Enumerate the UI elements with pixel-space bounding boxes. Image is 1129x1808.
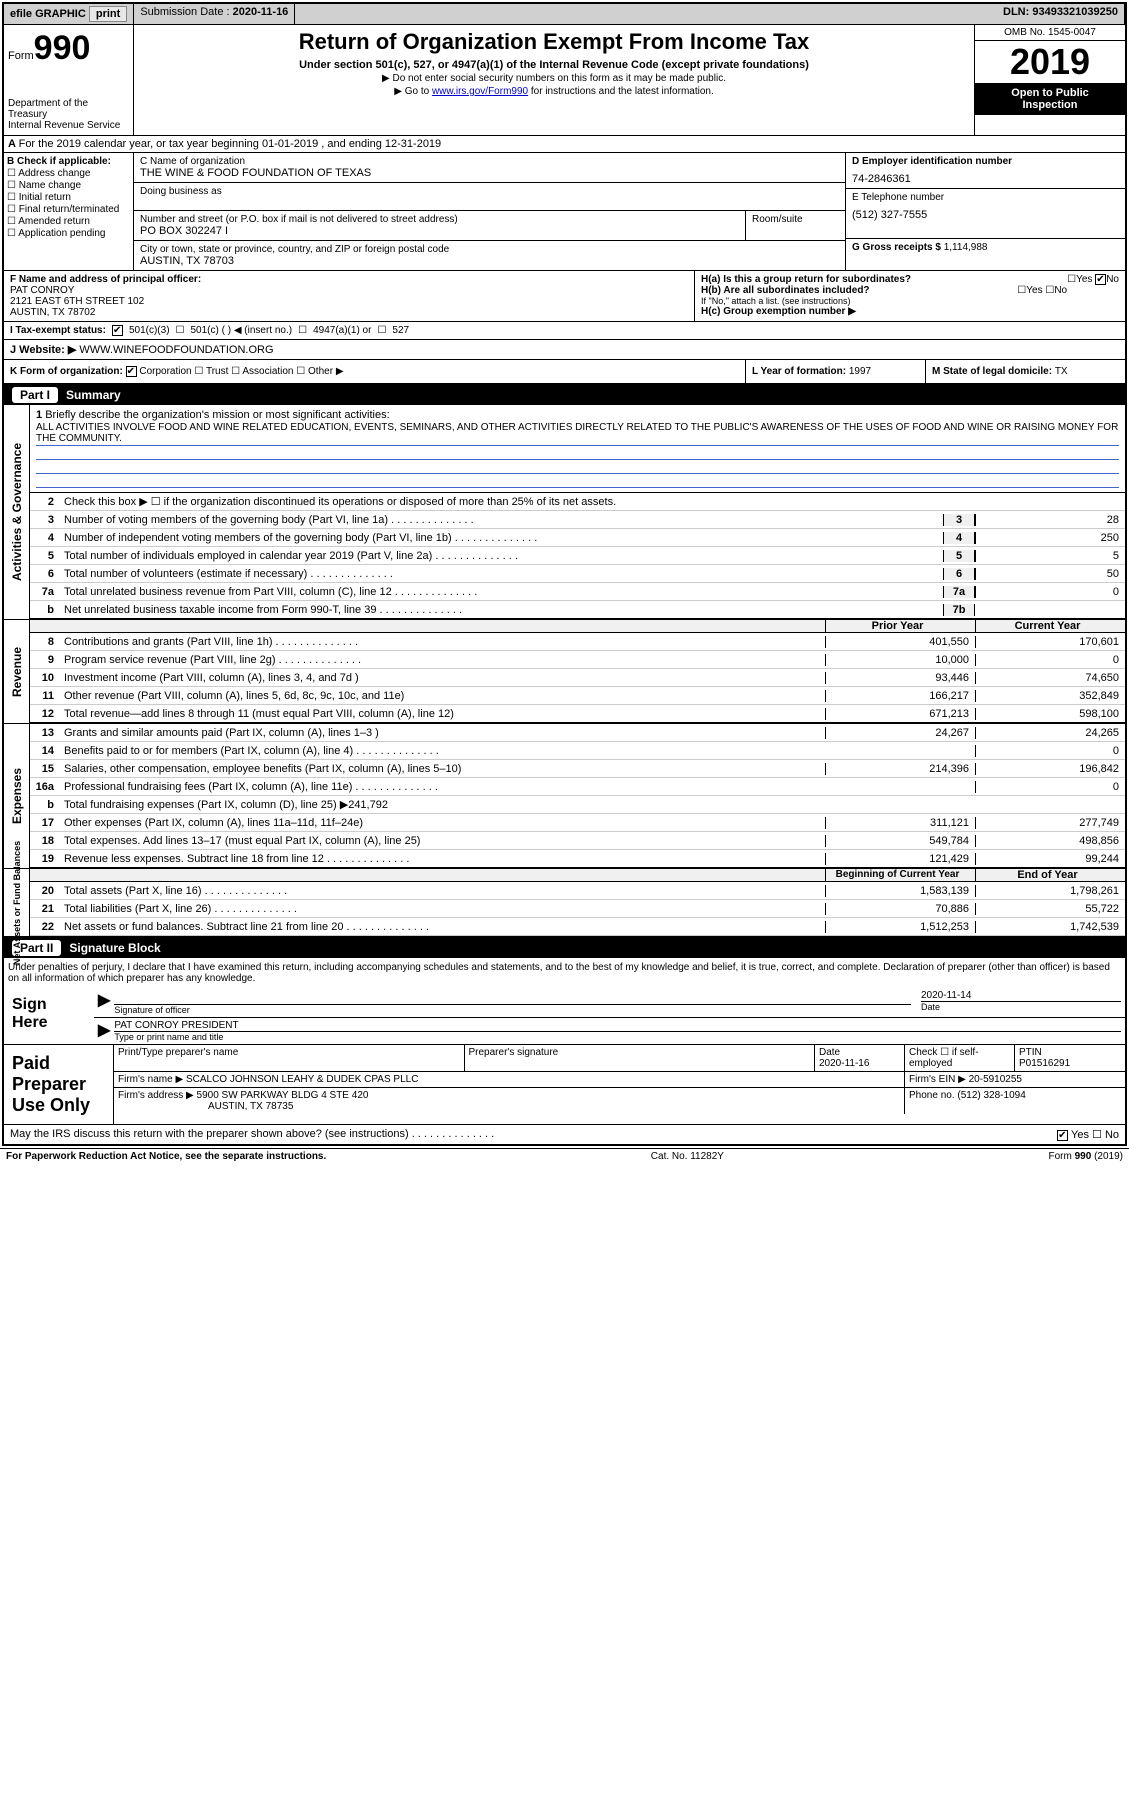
ein-value: 74-2846361 <box>852 173 1119 185</box>
col-b: B Check if applicable: ☐ Address change … <box>4 153 134 270</box>
gross-receipts: 1,114,988 <box>944 242 988 253</box>
phone-value: (512) 327-7555 <box>852 209 1119 221</box>
section-a: A For the 2019 calendar year, or tax yea… <box>4 136 1125 153</box>
chk-name[interactable]: ☐ Name change <box>7 180 130 191</box>
section-netassets: Net Assets or Fund Balances Beginning of… <box>4 869 1125 938</box>
chk-pending[interactable]: ☐ Application pending <box>7 228 130 239</box>
chk-initial[interactable]: ☐ Initial return <box>7 192 130 203</box>
header-mid: Return of Organization Exempt From Incom… <box>134 25 975 135</box>
footer: For Paperwork Reduction Act Notice, see … <box>0 1148 1129 1164</box>
inspection-label: Open to PublicInspection <box>975 83 1125 115</box>
form-title: Return of Organization Exempt From Incom… <box>138 29 970 55</box>
submission-date: Submission Date : 2020-11-16 <box>134 4 295 24</box>
chk-address[interactable]: ☐ Address change <box>7 168 130 179</box>
dept-irs: Internal Revenue Service <box>8 120 129 131</box>
year-formation: 1997 <box>849 366 871 377</box>
org-address: PO BOX 302247 I <box>140 225 739 237</box>
penalty-text: Under penalties of perjury, I declare th… <box>4 958 1125 988</box>
tax-year: 2019 <box>975 41 1125 83</box>
officer-addr2: AUSTIN, TX 78702 <box>10 307 688 318</box>
officer-box: F Name and address of principal officer:… <box>4 271 1125 322</box>
chk-amended[interactable]: ☐ Amended return <box>7 216 130 227</box>
sign-here-row: Sign Here ▶ Signature of officer 2020-11… <box>4 988 1125 1045</box>
header-right: OMB No. 1545-0047 2019 Open to PublicIns… <box>975 25 1125 135</box>
form-container: efile GRAPHIC print Submission Date : 20… <box>2 2 1127 1146</box>
may-irs-row: May the IRS discuss this return with the… <box>4 1124 1125 1144</box>
section-bcd: B Check if applicable: ☐ Address change … <box>4 153 1125 271</box>
section-revenue: Revenue Prior YearCurrent Year 8Contribu… <box>4 620 1125 724</box>
website-row: J Website: ▶ WWW.WINEFOODFOUNDATION.ORG <box>4 340 1125 360</box>
note-ssn: ▶ Do not enter social security numbers o… <box>138 73 970 84</box>
omb-number: OMB No. 1545-0047 <box>975 25 1125 41</box>
chk-irs-yes[interactable] <box>1057 1130 1068 1141</box>
form-subtitle: Under section 501(c), 527, or 4947(a)(1)… <box>138 59 970 71</box>
korg-row: K Form of organization: Corporation ☐ Tr… <box>4 360 1125 385</box>
col-d: D Employer identification number 74-2846… <box>845 153 1125 270</box>
officer-name: PAT CONROY <box>10 285 688 296</box>
print-button[interactable]: print <box>89 6 127 22</box>
header-row: Form990 Department of the Treasury Inter… <box>4 25 1125 136</box>
website-value: WWW.WINEFOODFOUNDATION.ORG <box>79 344 273 356</box>
irs-link[interactable]: www.irs.gov/Form990 <box>432 86 528 97</box>
chk-final[interactable]: ☐ Final return/terminated <box>7 204 130 215</box>
dept-treasury: Department of the Treasury <box>8 98 129 120</box>
note-link: ▶ Go to www.irs.gov/Form990 for instruct… <box>138 86 970 97</box>
preparer-row: Paid Preparer Use Only Print/Type prepar… <box>4 1045 1125 1124</box>
state-domicile: TX <box>1055 366 1068 377</box>
mission-text: ALL ACTIVITIES INVOLVE FOOD AND WINE REL… <box>36 421 1119 446</box>
top-bar: efile GRAPHIC print Submission Date : 20… <box>4 4 1125 25</box>
col-c: C Name of organization THE WINE & FOOD F… <box>134 153 845 270</box>
part2-header: Part IISignature Block <box>4 938 1125 958</box>
org-name: THE WINE & FOOD FOUNDATION OF TEXAS <box>140 167 839 179</box>
header-left: Form990 Department of the Treasury Inter… <box>4 25 134 135</box>
section-expenses: Expenses 13Grants and similar amounts pa… <box>4 724 1125 869</box>
status-row: I Tax-exempt status: 501(c)(3) ☐ 501(c) … <box>4 322 1125 340</box>
chk-corp[interactable] <box>126 366 137 377</box>
chk-501c3[interactable] <box>112 325 123 336</box>
officer-addr1: 2121 EAST 6TH STREET 102 <box>10 296 688 307</box>
efile-label: efile GRAPHIC print <box>4 4 134 24</box>
org-city: AUSTIN, TX 78703 <box>140 255 839 267</box>
section-governance: Activities & Governance 1 Briefly descri… <box>4 405 1125 620</box>
part1-header: Part ISummary <box>4 385 1125 405</box>
dln: DLN: 93493321039250 <box>997 4 1125 24</box>
